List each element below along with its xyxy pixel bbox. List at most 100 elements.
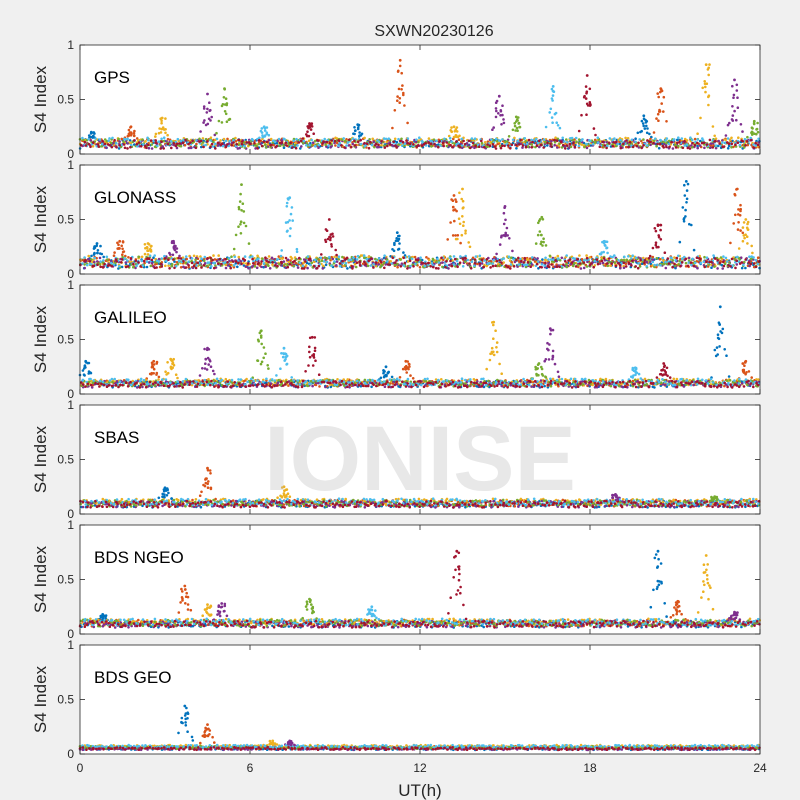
spike-peak-point [89,130,93,134]
data-point [264,265,268,269]
data-point [341,255,344,259]
data-point [124,254,127,258]
data-point [536,257,539,260]
data-point [240,142,244,146]
data-point [577,129,581,133]
data-point [509,263,513,266]
data-point [508,259,512,262]
data-point [350,145,353,149]
data-point [115,380,119,383]
data-point [452,263,456,266]
data-point [383,385,387,389]
data-point [470,137,474,140]
data-point [489,266,492,269]
data-point [405,139,408,142]
data-point [657,235,661,239]
data-point [684,261,688,265]
data-point [671,147,675,150]
data-point [482,265,486,269]
data-point [458,191,461,195]
data-point [367,255,371,259]
data-point [548,111,551,114]
data-point [201,137,205,140]
data-point [693,261,697,265]
data-point [418,266,422,269]
data-point [354,265,358,269]
data-point [585,90,589,93]
data-point [311,384,314,388]
data-point [345,256,349,260]
data-point [160,265,163,268]
data-point [698,144,702,147]
data-point [382,261,386,265]
data-point [126,147,129,150]
data-point [325,140,329,144]
data-point [602,257,606,260]
data-point [494,147,498,150]
data-point [486,143,489,146]
data-point [352,256,355,259]
data-point [312,132,316,135]
data-point [276,264,279,268]
data-point [397,238,400,241]
data-point [705,256,709,260]
data-point [612,141,616,144]
data-point [231,260,235,263]
data-point [613,254,616,257]
data-point [150,147,154,150]
data-point [241,140,244,143]
data-point [485,264,489,268]
data-point [695,256,699,260]
data-point [538,139,541,142]
plot-area [80,45,760,154]
data-point [600,259,604,263]
data-point [179,266,183,269]
data-point [540,263,544,266]
data-point [653,386,656,389]
data-point [730,257,734,261]
data-point [710,266,713,270]
data-point [739,123,743,126]
data-point [537,221,540,225]
data-point [236,265,239,269]
data-point [746,242,749,245]
data-point [397,87,401,91]
data-point [736,106,740,109]
data-point [607,257,611,260]
data-point [502,211,506,215]
data-point [461,144,464,147]
data-point [133,129,136,133]
data-point [153,254,156,257]
data-point [109,261,113,265]
data-point [341,259,344,263]
data-point [202,145,205,149]
data-point [499,146,503,150]
data-point [603,144,607,147]
data-point [685,189,689,192]
data-point [93,260,96,264]
data-point [194,266,198,270]
data-point [592,265,595,269]
data-point [245,377,248,381]
data-point [242,221,246,225]
data-point [221,144,225,148]
data-point [673,262,676,266]
data-point [285,144,288,147]
spike-peak-point [129,125,133,129]
data-point [377,145,381,149]
data-point [189,141,192,144]
data-point [731,119,735,122]
data-point [324,228,328,231]
data-point [703,255,706,259]
data-point [732,96,735,99]
data-point [677,254,680,258]
data-point [87,142,91,146]
data-point [470,260,474,264]
data-point [536,141,540,145]
data-point [754,144,758,147]
data-point [239,192,242,196]
data-point [456,237,459,241]
data-point [549,258,553,261]
data-point [511,128,515,132]
